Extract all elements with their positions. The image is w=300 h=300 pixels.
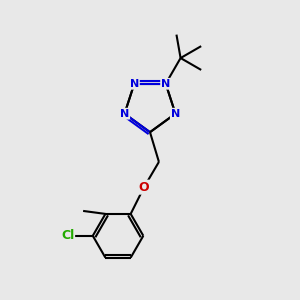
Text: N: N bbox=[161, 79, 170, 89]
Text: Cl: Cl bbox=[61, 229, 74, 242]
Text: N: N bbox=[120, 109, 129, 119]
Text: N: N bbox=[130, 79, 139, 89]
Text: O: O bbox=[139, 181, 149, 194]
Text: N: N bbox=[171, 109, 180, 119]
